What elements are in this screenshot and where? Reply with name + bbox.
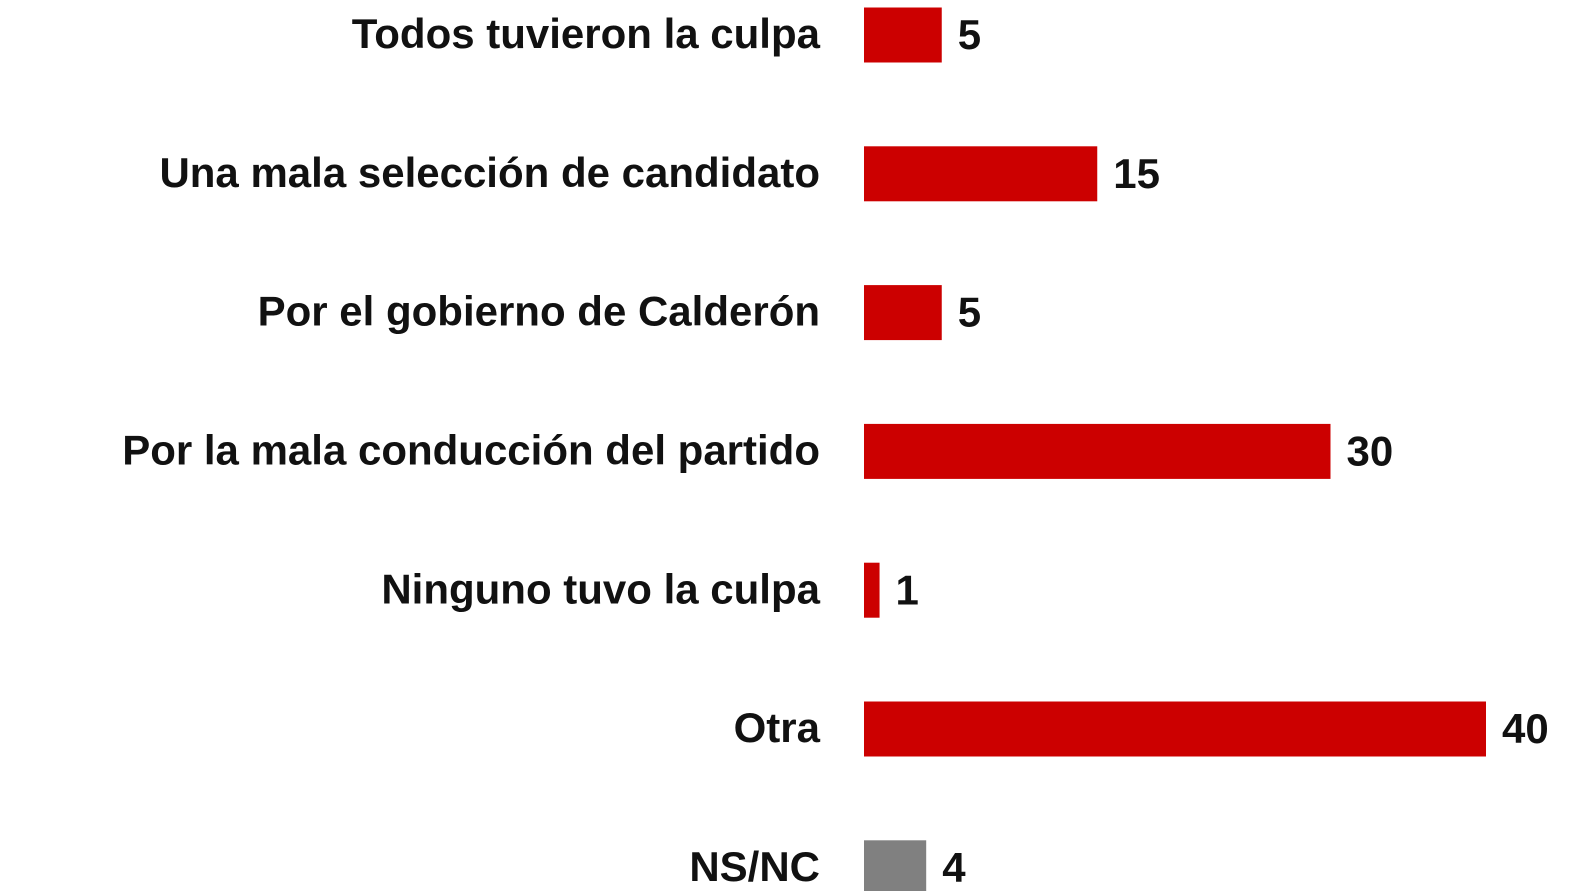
bar [864,7,942,63]
value-label: 4 [942,844,966,891]
category-label: Otra [734,704,821,751]
bar [864,285,942,341]
bar [864,840,927,891]
value-label: 5 [958,289,981,336]
category-label: Por la mala conducción del partido [122,426,820,473]
category-label: Por el gobierno de Calderón [258,288,820,335]
value-label: 15 [1113,150,1160,197]
category-label: Ninguno tuvo la culpa [381,565,820,612]
category-label: NS/NC [689,843,820,890]
bar [864,562,880,618]
value-label: 5 [958,11,981,58]
value-label: 30 [1347,427,1394,474]
value-label: 40 [1502,705,1549,752]
bar [864,701,1486,757]
category-label: Todos tuvieron la culpa [352,10,821,57]
category-label: Una mala selección de candidato [159,149,820,196]
bar [864,146,1098,202]
bar [864,423,1331,479]
value-label: 1 [896,566,919,613]
